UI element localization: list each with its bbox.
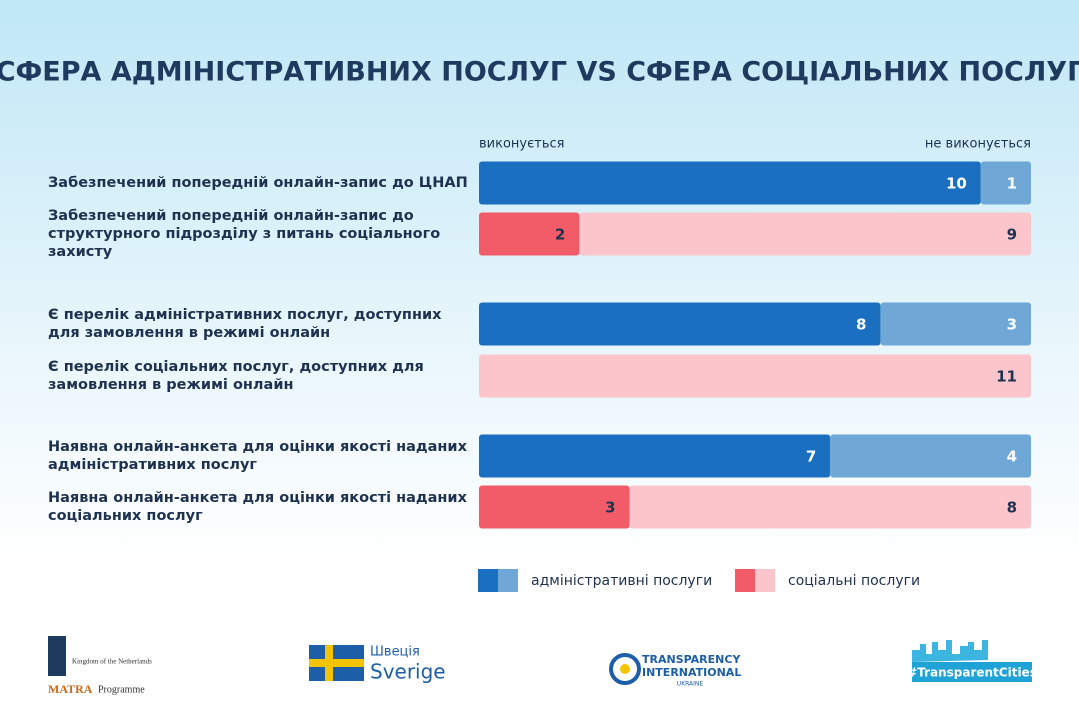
netherlands-logo: Kingdom of the Netherlands MATRA Program… [48,636,152,696]
logo-text: MATRA [48,682,93,696]
logo-text: Sverige [370,660,446,684]
value-label: 4 [1007,448,1017,466]
bar-segment [479,302,881,346]
value-label: 8 [1007,499,1017,517]
row-label: Є перелік соціальних послуг, доступних д… [48,359,424,393]
legend-swatch [478,569,498,592]
row-label: Забезпечений попередній онлайн-запис до … [48,175,468,191]
column-header: не виконується [925,137,1031,152]
value-label: 7 [806,448,816,466]
row-label: Забезпечений попередній онлайн-запис до … [48,208,441,260]
logo-text: UKRAINE [677,681,704,688]
logo-text: #TransparentCities [907,666,1037,680]
value-label: 10 [946,175,967,193]
legend-swatch [755,569,775,592]
value-label: 9 [1007,226,1017,244]
value-label: 3 [1007,316,1017,334]
bar-segment [479,212,580,256]
value-label: 11 [996,368,1017,386]
value-label: 3 [605,499,615,517]
bar-segment [980,161,1031,205]
bar-segment [579,212,1031,256]
row-label: Наявна онлайн-анкета для оцінки якості н… [48,490,467,524]
bar-segment [479,434,831,478]
bar-segment [479,354,1031,398]
bar-segment [830,434,1031,478]
sweden-logo: Швеція Sverige [309,645,446,684]
row-label: Є перелік адміністративних послуг, досту… [48,307,442,341]
bar-segment [479,161,981,205]
logo-text: Kingdom of the Netherlands [72,658,152,666]
transparent-cities-logo: #TransparentCities [907,640,1037,682]
bar-segment [629,485,1031,529]
logo-text: Programme [98,684,145,695]
bar-segment [880,302,1031,346]
logo-text: Швеція [370,645,420,660]
legend-swatch [498,569,518,592]
legend-swatch [735,569,755,592]
bar-segment [479,485,630,529]
legend-label: адміністративні послуги [531,573,712,589]
value-label: 2 [555,226,565,244]
value-label: 1 [1007,175,1017,193]
logo-text: INTERNATIONAL [642,666,741,679]
row-label: Наявна онлайн-анкета для оцінки якості н… [48,439,467,473]
column-header: виконується [479,137,564,152]
logo-text: TRANSPARENCY [642,653,741,666]
value-label: 8 [856,316,866,334]
legend-label: соціальні послуги [788,573,920,589]
chart-title: СФЕРА АДМІНІСТРАТИВНИХ ПОСЛУГ VS СФЕРА С… [0,57,1079,88]
ti-logo: TRANSPARENCY INTERNATIONAL UKRAINE [609,653,741,688]
